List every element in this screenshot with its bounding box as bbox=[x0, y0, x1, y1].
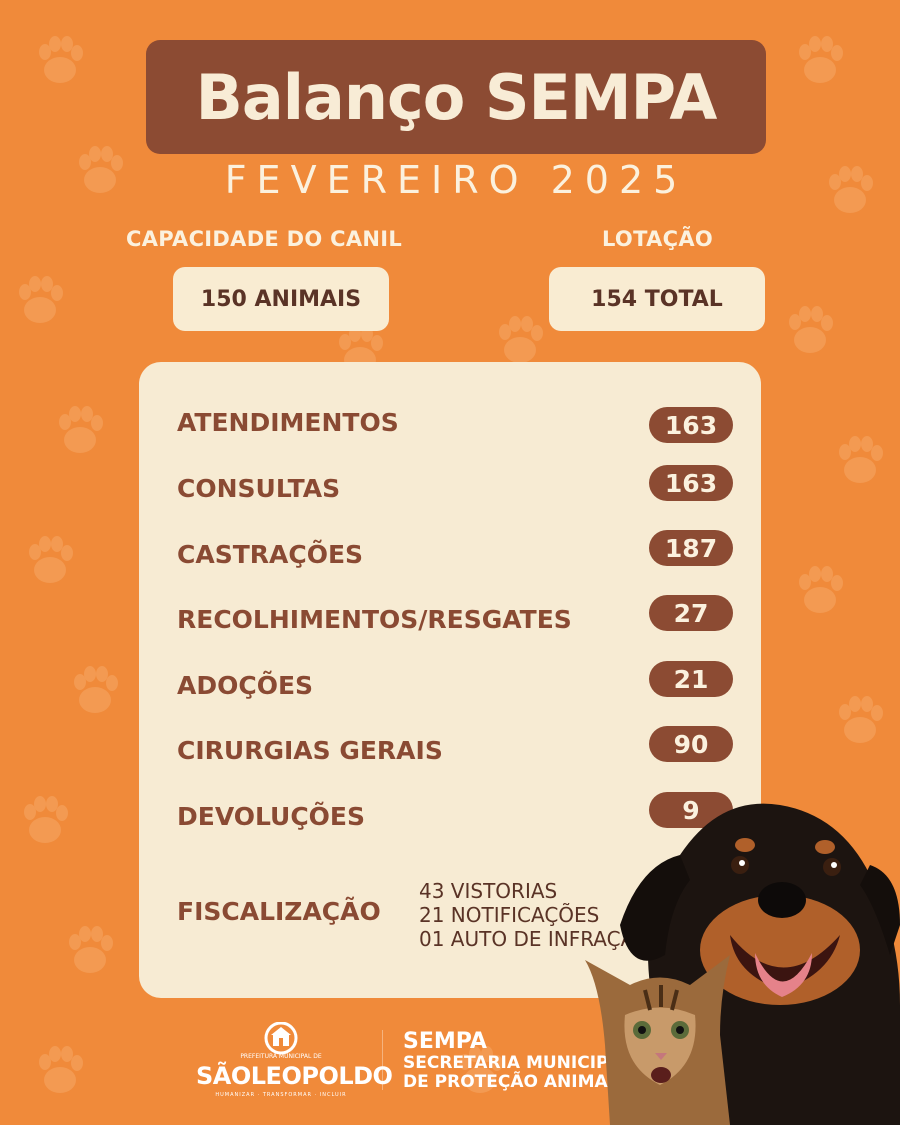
sempa-logo: SEMPA SECRETARIA MUNICIPAL DE PROTEÇÃO A… bbox=[403, 1030, 631, 1092]
capacity-value: 150 ANIMAIS bbox=[200, 286, 362, 312]
stat-value-castracoes: 187 bbox=[649, 530, 733, 566]
footer-divider bbox=[382, 1030, 383, 1090]
stat-value-cirurgias: 90 bbox=[649, 726, 733, 762]
stat-value-consultas: 163 bbox=[649, 465, 733, 501]
sempa-line-2: DE PROTEÇÃO ANIMAL bbox=[403, 1072, 619, 1092]
inspection-line-vistorias: 43 VISTORIAS bbox=[419, 879, 558, 903]
stat-label-atendimentos: ATENDIMENTOS bbox=[177, 408, 399, 437]
stat-value-recolhimentos: 27 bbox=[649, 595, 733, 631]
page-title: Balanço SEMPA bbox=[195, 60, 718, 134]
city-hall-emblem-icon bbox=[264, 1022, 298, 1055]
occupancy-value: 154 TOTAL bbox=[591, 286, 723, 312]
sempa-line-1: SECRETARIA MUNICIPAL bbox=[403, 1053, 631, 1073]
stat-label-cirurgias: CIRURGIAS GERAIS bbox=[177, 736, 443, 765]
stat-label-castracoes: CASTRAÇÕES bbox=[177, 540, 364, 569]
inspection-line-notificacoes: 21 NOTIFICAÇÕES bbox=[419, 903, 600, 927]
occupancy-value-box: 154 TOTAL bbox=[549, 267, 765, 331]
city-hall-logo: PREFEITURA MUNICIPAL DE SÃOLEOPOLDO HUMA… bbox=[196, 1022, 393, 1102]
stat-label-devolucoes: DEVOLUÇÕES bbox=[177, 802, 366, 831]
stat-label-consultas: CONSULTAS bbox=[177, 474, 341, 503]
occupancy-label: LOTAÇÃO bbox=[602, 227, 714, 251]
sempa-name: SEMPA bbox=[403, 1029, 487, 1054]
dog-and-cat-photo bbox=[585, 803, 900, 1125]
period-subtitle: FEVEREIRO 2025 bbox=[224, 158, 688, 202]
city-tagline: HUMANIZAR · TRANSFORMAR · INCLUIR bbox=[215, 1092, 347, 1098]
inspection-line-auto: 01 AUTO DE INFRAÇÃO bbox=[419, 927, 650, 951]
capacity-value-box: 150 ANIMAIS bbox=[173, 267, 389, 331]
stat-label-recolhimentos: RECOLHIMENTOS/RESGATES bbox=[177, 605, 572, 634]
inspection-label: FISCALIZAÇÃO bbox=[177, 897, 381, 926]
city-name: SÃOLEOPOLDO bbox=[196, 1062, 393, 1090]
city-prefix: PREFEITURA MUNICIPAL DE bbox=[240, 1053, 322, 1060]
stat-value-adocoes: 21 bbox=[649, 661, 733, 697]
capacity-label: CAPACIDADE DO CANIL bbox=[126, 227, 403, 251]
title-banner: Balanço SEMPA bbox=[146, 40, 766, 154]
stats-panel: ATENDIMENTOS 163 CONSULTAS 163 CASTRAÇÕE… bbox=[139, 362, 761, 998]
inspection-details: 43 VISTORIAS 21 NOTIFICAÇÕES 01 AUTO DE … bbox=[419, 879, 650, 951]
stat-value-atendimentos: 163 bbox=[649, 407, 733, 443]
stat-label-adocoes: ADOÇÕES bbox=[177, 671, 314, 700]
